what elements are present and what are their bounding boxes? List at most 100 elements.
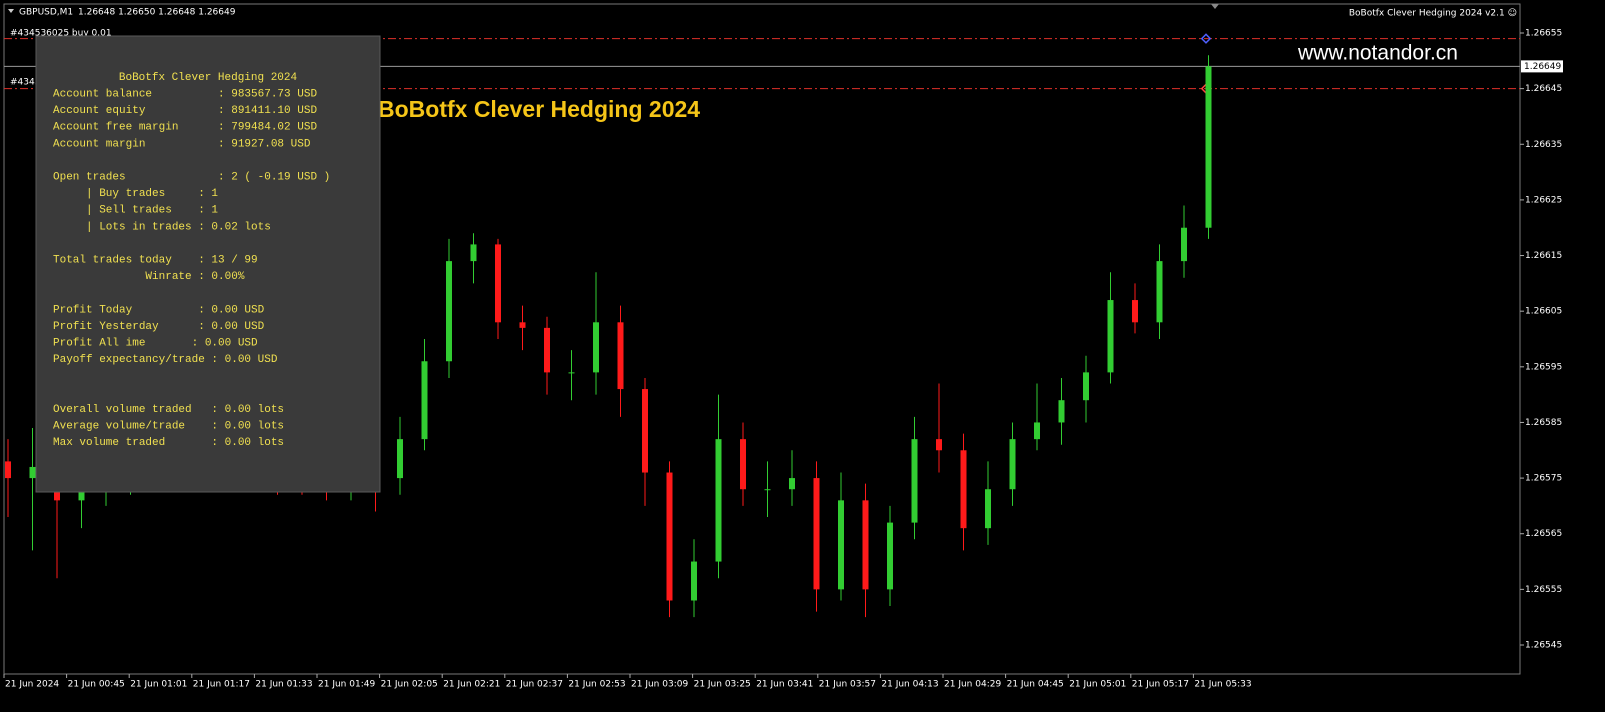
panel-line: Account balance : 983567.73 USD <box>53 89 317 101</box>
panel-line: Account equity : 891411.10 USD <box>53 105 317 117</box>
x-tick-label: 21 Jun 00:45 <box>68 680 125 690</box>
y-tick-label: 1.26645 <box>1525 84 1562 94</box>
candle-body <box>642 389 648 473</box>
candle-body <box>29 466 36 479</box>
candle-body <box>936 439 942 451</box>
x-tick-label: 21 Jun 05:01 <box>1069 680 1126 690</box>
candle-body <box>740 439 746 490</box>
candle-body <box>838 500 844 590</box>
panel-line: | Buy trades : 1 <box>53 188 218 200</box>
y-tick-label: 1.26575 <box>1525 474 1562 484</box>
x-tick-label: 21 Jun 03:57 <box>819 680 876 690</box>
candle-body <box>887 522 893 590</box>
candle-body <box>519 322 526 328</box>
y-tick-label: 1.26595 <box>1525 362 1562 372</box>
panel-line: Payoff expectancy/trade : 0.00 USD <box>53 354 278 366</box>
panel-line: Max volume traded : 0.00 lots <box>53 437 284 449</box>
y-tick-label: 1.26625 <box>1525 195 1562 205</box>
candle-body <box>715 439 722 562</box>
panel-title: BoBotfx Clever Hedging 2024 <box>119 72 298 84</box>
candle-body <box>1083 372 1089 401</box>
candle-body <box>397 439 403 479</box>
x-tick-label: 21 Jun 04:29 <box>944 680 1001 690</box>
bid-label: 1.26649 <box>1524 62 1561 72</box>
order-label: #4345 <box>10 78 40 88</box>
x-tick-label: 21 Jun 04:13 <box>881 680 938 690</box>
panel-line: Profit Today : 0.00 USD <box>53 304 265 316</box>
panel-line: Profit Yesterday : 0.00 USD <box>53 321 265 333</box>
candle-body <box>1034 422 1040 440</box>
x-tick-label: 21 Jun 03:41 <box>756 680 813 690</box>
panel-line: Open trades : 2 ( -0.19 USD ) <box>53 172 330 184</box>
candle-body <box>568 372 575 374</box>
y-tick-label: 1.26545 <box>1525 641 1562 651</box>
panel-line: Account free margin : 799484.02 USD <box>53 122 317 134</box>
y-tick-label: 1.26635 <box>1525 140 1562 150</box>
candle-body <box>1058 400 1065 423</box>
panel-line: | Sell trades : 1 <box>53 205 218 217</box>
x-tick-label: 21 Jun 02:05 <box>381 680 438 690</box>
x-tick-label: 21 Jun 01:01 <box>130 680 187 690</box>
candle-body <box>911 439 918 523</box>
quote: 1.26648 1.26650 1.26648 1.26649 <box>78 8 236 18</box>
panel-line: Profit All ime : 0.00 USD <box>53 338 258 350</box>
y-tick-label: 1.26605 <box>1525 307 1562 317</box>
x-tick-label: 21 Jun 04:45 <box>1007 680 1064 690</box>
y-tick-label: 1.26555 <box>1525 585 1562 595</box>
panel-line: Total trades today : 13 / 99 <box>53 255 258 267</box>
candle-body <box>1009 439 1016 490</box>
candle-body <box>691 561 697 601</box>
candle-body <box>446 261 452 362</box>
candle-body <box>960 450 967 529</box>
candle-body <box>617 322 624 390</box>
panel-bg <box>35 35 381 493</box>
x-tick-label: 21 Jun 02:53 <box>568 680 625 690</box>
candle-body <box>789 478 795 490</box>
candle-body <box>1107 300 1114 373</box>
candle-body <box>985 489 991 529</box>
candle-body <box>5 461 11 479</box>
x-tick-label: 21 Jun 05:33 <box>1194 680 1251 690</box>
candle-body <box>1181 227 1187 262</box>
x-tick-label: 21 Jun 01:49 <box>318 680 375 690</box>
y-tick-label: 1.26585 <box>1525 418 1562 428</box>
bid-box <box>1521 60 1563 73</box>
candle-body <box>1205 66 1212 228</box>
panel-line: | Lots in trades : 0.02 lots <box>53 221 271 233</box>
candle-body <box>470 244 477 262</box>
panel-line: Average volume/trade : 0.00 lots <box>53 421 284 433</box>
panel-line: Winrate : 0.00% <box>53 271 245 283</box>
candle-body <box>544 327 550 373</box>
watermark: www.notandor.cn <box>1297 42 1458 65</box>
y-tick-label: 1.26565 <box>1525 529 1562 539</box>
candle-body <box>666 472 673 601</box>
x-tick-label: 21 Jun 02:37 <box>506 680 563 690</box>
shift-marker <box>1211 4 1219 9</box>
symbol-menu-arrow[interactable] <box>8 9 14 13</box>
candle-body <box>495 244 501 323</box>
x-tick-label: 21 Jun 03:25 <box>694 680 751 690</box>
x-tick-label: 21 Jun 05:17 <box>1132 680 1189 690</box>
indicator-name[interactable]: BoBotfx Clever Hedging 2024 v2.1 ☺ <box>1349 8 1517 19</box>
x-tick-label: 21 Jun 02:21 <box>443 680 500 690</box>
candle-body <box>764 489 771 491</box>
chart-layer: 1.26655 1.26645 1.26635 1.26625 1.26615 1.266… <box>3 29 1563 690</box>
symbol: GBPUSD,M1 <box>19 8 73 18</box>
candle-body <box>593 322 599 373</box>
y-tick-label: 1.26615 <box>1525 251 1562 261</box>
banner: BoBotfx Clever Hedging 2024 <box>378 96 700 122</box>
y-tick-label: 1.26655 <box>1525 29 1562 39</box>
x-tick-label: 21 Jun 01:33 <box>255 680 312 690</box>
stats-panel: BoBotfx Clever Hedging 2024 Account bala… <box>35 35 381 493</box>
order-marker <box>1200 33 1212 44</box>
candle-body <box>862 500 869 590</box>
candle-body <box>1132 300 1138 323</box>
x-tick-label: 21 Jun 01:17 <box>193 680 250 690</box>
order-label: #434536025 buy 0.01 <box>10 29 112 39</box>
candle-body <box>1156 261 1163 323</box>
x-tick-label: 21 Jun 2024 <box>5 680 59 690</box>
candle-body <box>813 478 820 590</box>
candle-body <box>421 361 428 440</box>
